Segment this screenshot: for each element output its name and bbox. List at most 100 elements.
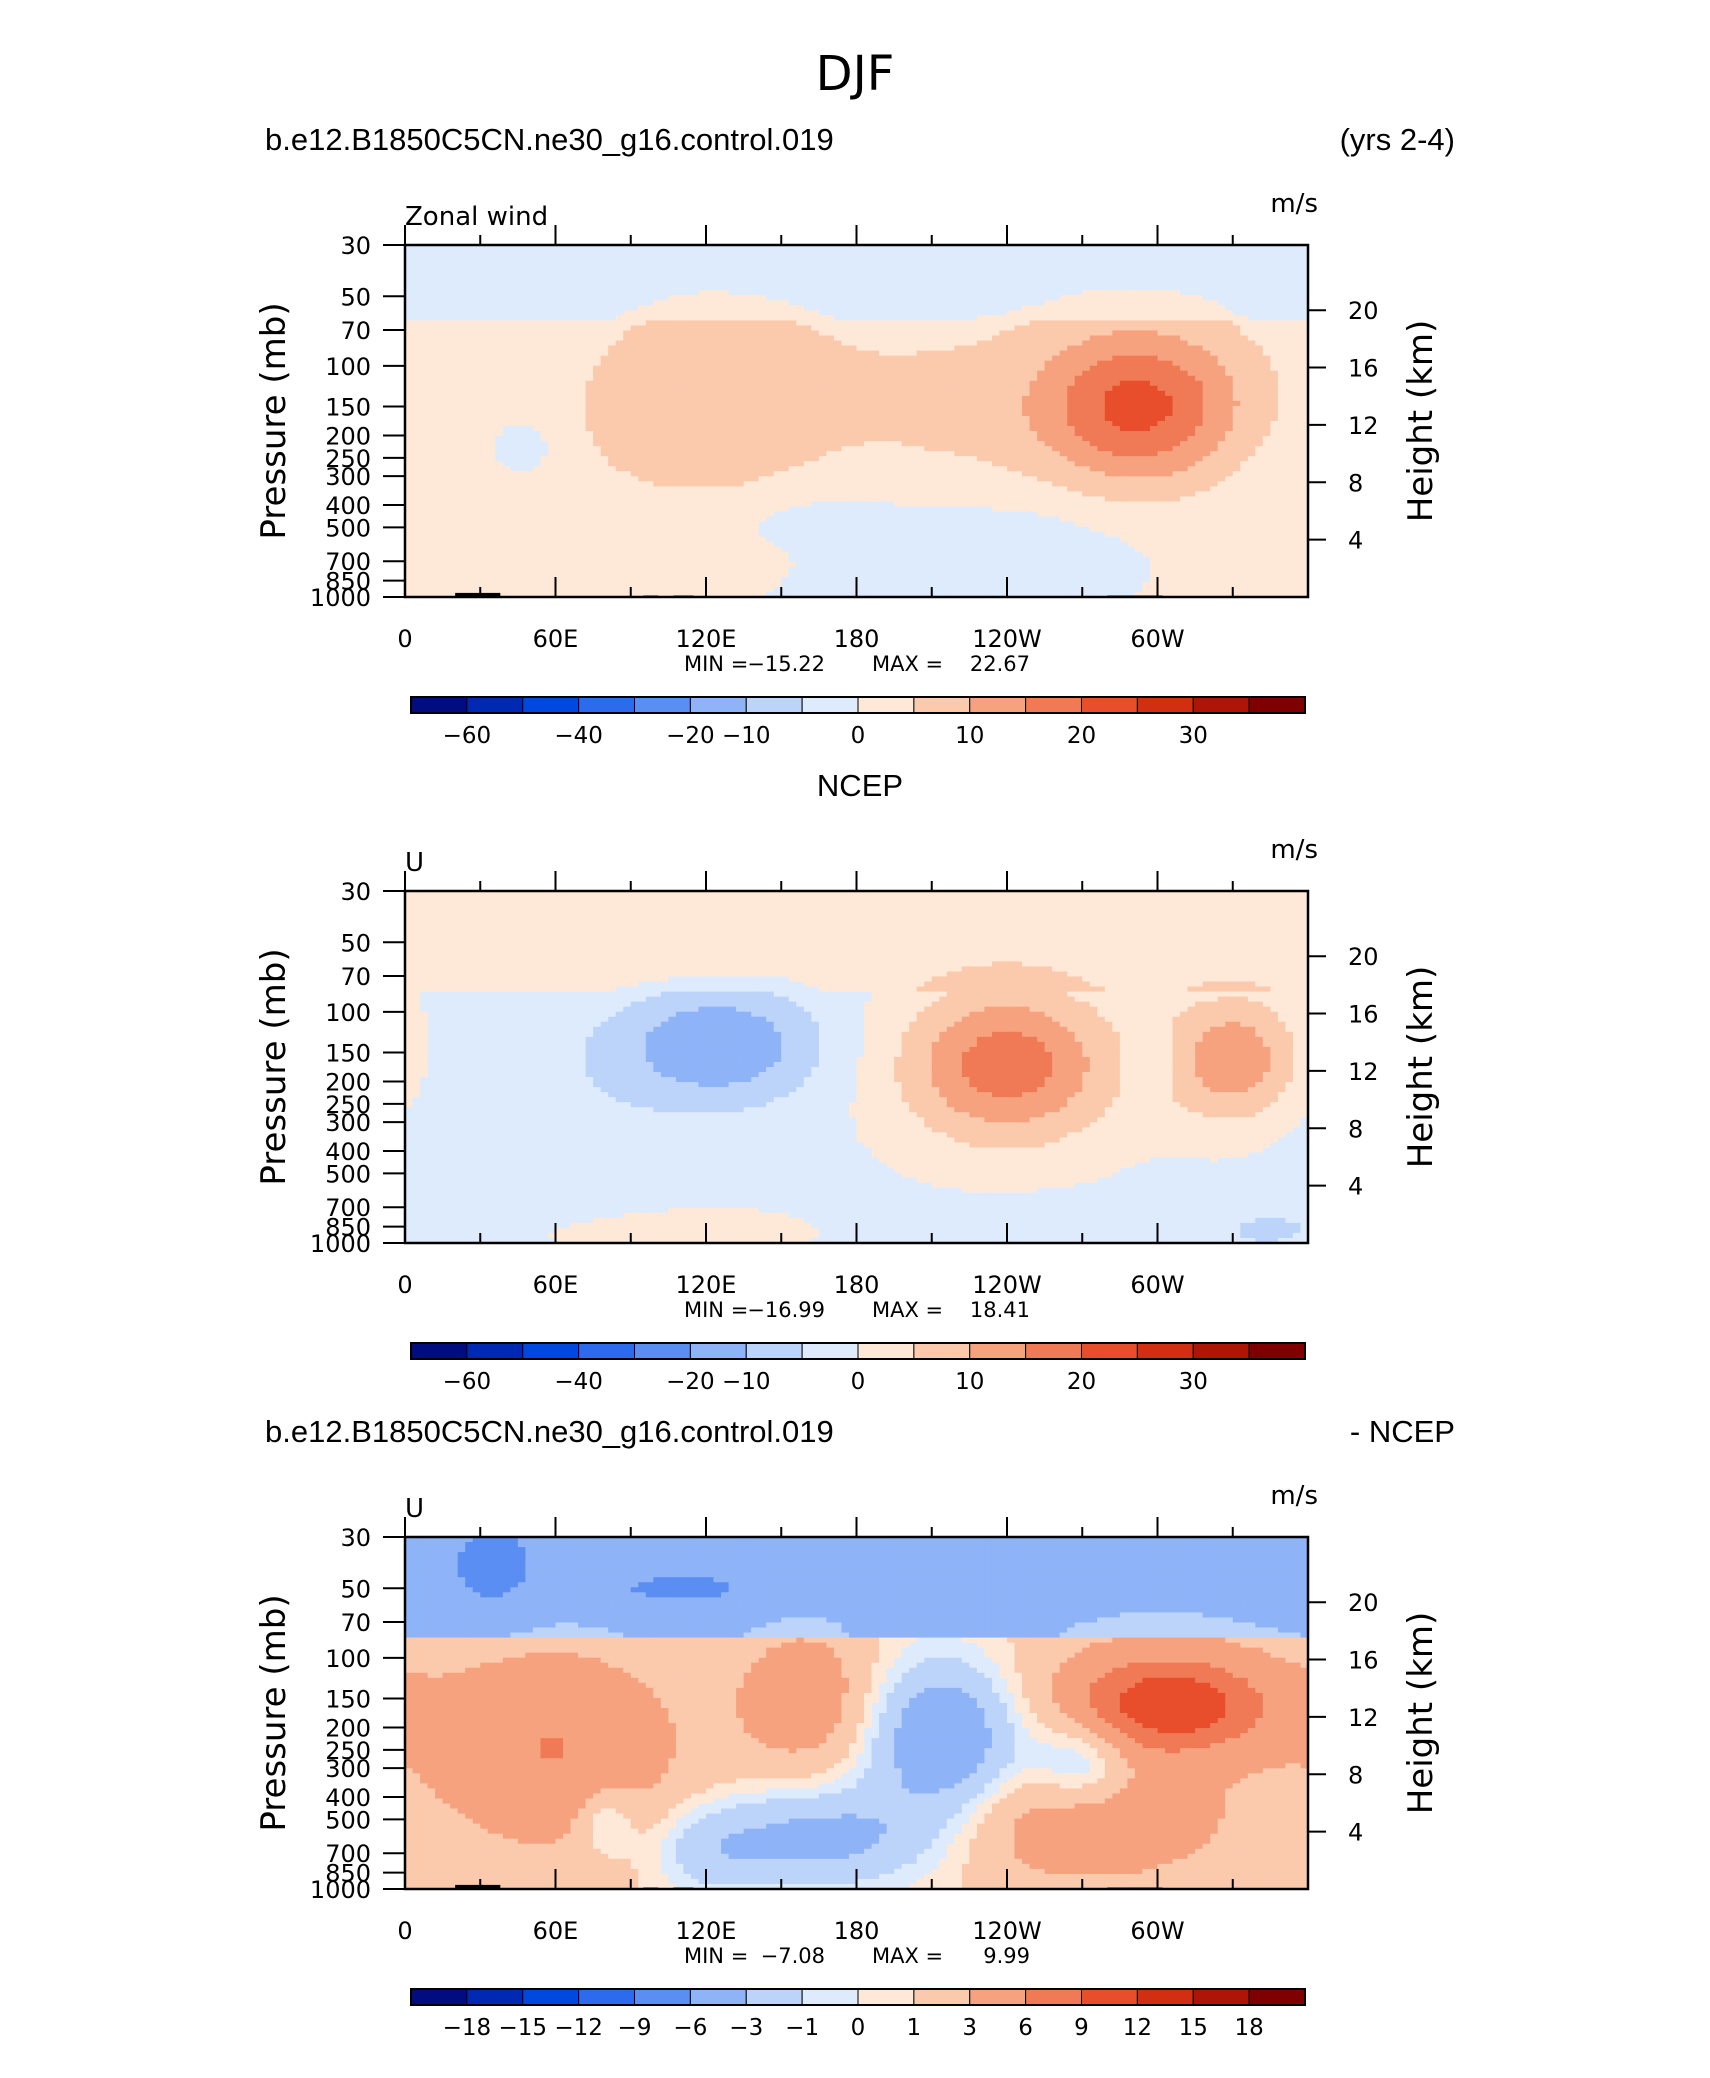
heatmap-cell bbox=[901, 265, 910, 271]
heatmap-cell bbox=[472, 330, 481, 337]
heatmap-cell bbox=[1277, 405, 1287, 412]
heatmap-cell bbox=[593, 345, 602, 352]
heatmap-cell bbox=[1067, 446, 1076, 452]
heatmap-cell bbox=[1172, 446, 1181, 452]
heatmap-cell bbox=[668, 345, 677, 352]
heatmap-cell bbox=[487, 315, 496, 322]
heatmap-cell bbox=[841, 410, 850, 417]
heatmap-cell bbox=[1082, 340, 1091, 347]
heatmap-cell bbox=[1097, 255, 1106, 261]
heatmap-cell bbox=[495, 340, 504, 347]
heatmap-cell bbox=[766, 340, 775, 347]
heatmap-cell bbox=[916, 250, 925, 256]
heatmap-cell bbox=[690, 285, 700, 291]
heatmap-cell bbox=[1187, 370, 1196, 377]
heatmap-cell bbox=[1247, 410, 1256, 417]
heatmap-cell bbox=[969, 355, 978, 362]
heatmap-cell bbox=[1007, 446, 1016, 452]
heatmap-cell bbox=[555, 390, 564, 397]
heatmap-cell bbox=[563, 315, 572, 322]
heatmap-cell bbox=[1134, 285, 1144, 291]
heatmap-cell bbox=[946, 410, 955, 417]
heatmap-cell bbox=[1172, 275, 1181, 281]
heatmap-cell bbox=[743, 330, 752, 337]
heatmap-cell bbox=[976, 350, 986, 357]
heatmap-cell bbox=[1172, 285, 1181, 291]
heatmap-cell bbox=[976, 426, 986, 432]
heatmap-cell bbox=[961, 370, 970, 377]
heatmap-cell bbox=[630, 345, 639, 352]
heatmap-cell bbox=[1097, 325, 1106, 332]
heatmap-cell bbox=[525, 360, 534, 367]
heatmap-cell bbox=[909, 330, 918, 337]
heatmap-cell bbox=[405, 270, 414, 276]
heatmap-cell bbox=[420, 305, 429, 311]
heatmap-cell bbox=[924, 330, 933, 337]
heatmap-cell bbox=[984, 255, 993, 261]
heatmap-cell bbox=[901, 360, 910, 367]
heatmap-cell bbox=[1089, 305, 1098, 311]
heatmap-cell bbox=[1119, 330, 1129, 337]
heatmap-cell bbox=[412, 265, 421, 271]
heatmap-cell bbox=[1089, 250, 1098, 256]
heatmap-cell bbox=[976, 330, 986, 337]
heatmap-cell bbox=[1270, 260, 1279, 266]
heatmap-cell bbox=[796, 245, 805, 251]
heatmap-cell bbox=[1217, 365, 1226, 372]
heatmap-cell bbox=[961, 325, 970, 332]
heatmap-cell bbox=[1119, 446, 1129, 452]
heatmap-cell bbox=[540, 270, 549, 276]
heatmap-cell bbox=[510, 431, 519, 437]
heatmap-cell bbox=[773, 421, 782, 427]
heatmap-cell bbox=[435, 380, 444, 387]
heatmap-cell bbox=[690, 290, 700, 296]
heatmap-cell bbox=[653, 375, 662, 382]
heatmap-cell bbox=[848, 285, 858, 291]
heatmap-cell bbox=[570, 436, 579, 442]
heatmap-cell bbox=[781, 426, 790, 432]
heatmap-cell bbox=[833, 290, 843, 296]
heatmap-cell bbox=[781, 400, 790, 407]
heatmap-cell bbox=[1277, 436, 1287, 442]
heatmap-cell bbox=[1262, 375, 1271, 382]
heatmap-cell bbox=[412, 295, 421, 301]
heatmap-cell bbox=[826, 250, 835, 256]
heatmap-cell bbox=[811, 255, 820, 261]
heatmap-cell bbox=[1187, 410, 1196, 417]
heatmap-cell bbox=[721, 345, 730, 352]
heatmap-cell bbox=[1067, 436, 1076, 442]
heatmap-cell bbox=[1187, 325, 1196, 332]
heatmap-cell bbox=[736, 395, 745, 402]
heatmap-cell bbox=[653, 270, 662, 276]
heatmap-cell bbox=[969, 305, 978, 311]
heatmap-cell bbox=[585, 426, 594, 432]
heatmap-cell bbox=[615, 270, 624, 276]
heatmap-cell bbox=[405, 426, 414, 432]
heatmap-cell bbox=[623, 446, 632, 452]
heatmap-cell bbox=[412, 280, 421, 286]
heatmap-cell bbox=[615, 320, 624, 327]
heatmap-cell bbox=[894, 451, 903, 457]
heatmap-cell bbox=[848, 385, 858, 392]
heatmap-cell bbox=[442, 300, 451, 306]
heatmap-cell bbox=[675, 431, 685, 437]
heatmap-cell bbox=[1210, 360, 1219, 367]
heatmap-cell bbox=[660, 245, 669, 251]
heatmap-cell bbox=[405, 431, 414, 437]
heatmap-cell bbox=[623, 405, 632, 412]
heatmap-cell bbox=[909, 405, 918, 412]
heatmap-cell bbox=[1119, 250, 1129, 256]
heatmap-cell bbox=[856, 310, 865, 316]
heatmap-cell bbox=[540, 320, 549, 327]
heatmap-cell bbox=[1180, 395, 1189, 402]
heatmap-cell bbox=[758, 365, 767, 372]
heatmap-cell bbox=[1247, 340, 1256, 347]
heatmap-cell bbox=[1067, 405, 1076, 412]
heatmap-cell bbox=[803, 245, 812, 251]
heatmap-cell bbox=[578, 370, 587, 377]
heatmap-cell bbox=[645, 300, 654, 306]
heatmap-cell bbox=[1262, 290, 1271, 296]
heatmap-cell bbox=[585, 385, 594, 392]
heatmap-cell bbox=[721, 275, 730, 281]
heatmap-cell bbox=[480, 400, 489, 407]
